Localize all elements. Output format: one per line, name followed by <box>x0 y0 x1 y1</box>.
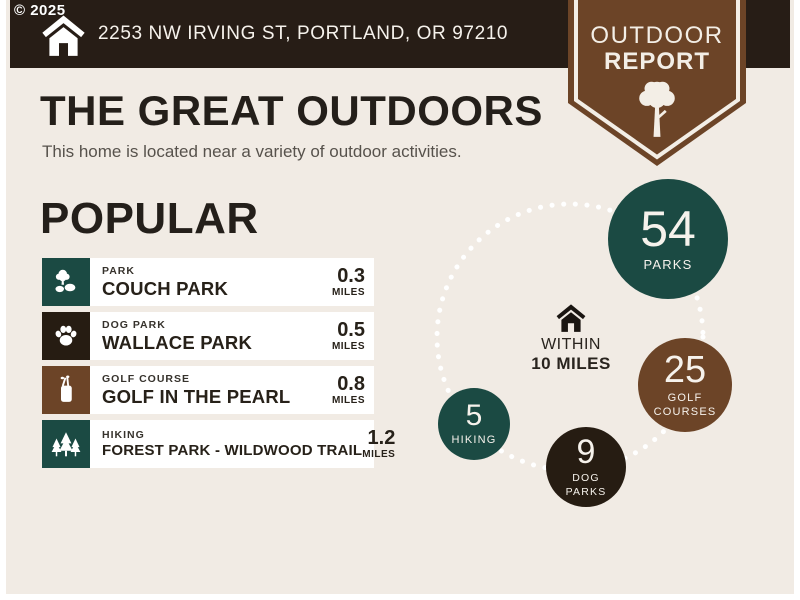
park-tree-icon <box>42 258 90 306</box>
item-distance-block: 0.5 MILES <box>332 312 374 360</box>
list-item-text: PARK COUCH PARK <box>90 258 332 306</box>
item-distance-block: 0.8 MILES <box>332 366 374 414</box>
item-category: PARK <box>102 264 135 277</box>
stat-label-line1: GOLF <box>667 391 703 404</box>
item-distance: 0.3 <box>337 265 365 287</box>
item-distance-block: 0.3 MILES <box>332 258 374 306</box>
item-distance: 0.5 <box>337 319 365 341</box>
tree-icon <box>639 81 675 137</box>
stat-value: 5 <box>465 398 483 432</box>
page-subtitle: This home is located near a variety of o… <box>42 142 462 161</box>
copyright-text: © 2025 <box>14 2 66 19</box>
pine-trees-icon <box>42 420 90 468</box>
stat-bubble-hiking: 5 HIKING <box>438 388 510 460</box>
home-icon <box>42 15 85 56</box>
popular-heading: POPULAR <box>40 194 259 243</box>
radius-center-marker: WITHIN 10 MILES <box>510 303 632 374</box>
item-category: HIKING <box>102 429 145 441</box>
item-distance-block: 1.2 MILES <box>362 420 404 468</box>
outdoor-report-badge: OUTDOOR REPORT <box>568 0 746 170</box>
stat-value: 25 <box>663 348 707 391</box>
home-icon <box>556 304 586 332</box>
list-item-text: DOG PARK WALLACE PARK <box>90 312 332 360</box>
item-distance-unit: MILES <box>331 395 365 406</box>
stat-label: DOG PARKS <box>566 472 607 498</box>
item-distance-unit: MILES <box>362 449 396 460</box>
stat-value: 54 <box>640 201 696 258</box>
item-distance-unit: MILES <box>331 287 365 298</box>
golf-bag-icon <box>42 366 90 414</box>
item-category: GOLF COURSE <box>102 372 191 385</box>
stat-label-line1: DOG <box>572 472 600 485</box>
badge-title-line2: REPORT <box>603 48 710 75</box>
item-distance: 1.2 <box>367 427 396 449</box>
stat-label-line2: PARKS <box>565 485 607 498</box>
radius-label-line2: 10 MILES <box>531 354 611 373</box>
list-item-golf-in-the-pearl: GOLF COURSE GOLF IN THE PEARL 0.8 MILES <box>42 366 374 414</box>
item-name: GOLF IN THE PEARL <box>102 385 291 407</box>
item-name: FOREST PARK - WILDWOOD TRAIL <box>102 442 363 459</box>
radius-label-line1: WITHIN <box>541 336 601 353</box>
stat-bubble-dog-parks: 9 DOG PARKS <box>546 427 626 507</box>
stat-label: HIKING <box>451 433 497 446</box>
list-item-wallace-park: DOG PARK WALLACE PARK 0.5 MILES <box>42 312 374 360</box>
stat-label-line2: COURSES <box>653 405 717 418</box>
item-name: COUCH PARK <box>102 277 229 299</box>
item-name: WALLACE PARK <box>102 331 253 353</box>
stat-bubble-parks: 54 PARKS <box>608 179 728 299</box>
list-item-text: HIKING FOREST PARK - WILDWOOD TRAIL <box>90 420 362 468</box>
paw-icon <box>42 312 90 360</box>
page-canvas: 2253 NW IRVING ST, PORTLAND, OR 97210 © … <box>6 0 794 594</box>
badge-title-line1: OUTDOOR <box>590 22 724 49</box>
item-category: DOG PARK <box>102 318 166 331</box>
list-item-text: GOLF COURSE GOLF IN THE PEARL <box>90 366 332 414</box>
stat-label: PARKS <box>643 257 693 273</box>
property-address: 2253 NW IRVING ST, PORTLAND, OR 97210 <box>98 23 509 44</box>
page-title: THE GREAT OUTDOORS <box>40 87 543 134</box>
stat-label: GOLF COURSES <box>654 392 717 420</box>
list-item-couch-park: PARK COUCH PARK 0.3 MILES <box>42 258 374 306</box>
stat-bubble-golf-courses: 25 GOLF COURSES <box>638 338 732 432</box>
stat-value: 9 <box>576 433 596 472</box>
popular-list: PARK COUCH PARK 0.3 MILES <box>42 258 395 474</box>
item-distance-unit: MILES <box>331 341 365 352</box>
item-distance: 0.8 <box>337 373 365 395</box>
list-item-forest-park-wildwood-trail: HIKING FOREST PARK - WILDWOOD TRAIL 1.2 … <box>42 420 395 468</box>
